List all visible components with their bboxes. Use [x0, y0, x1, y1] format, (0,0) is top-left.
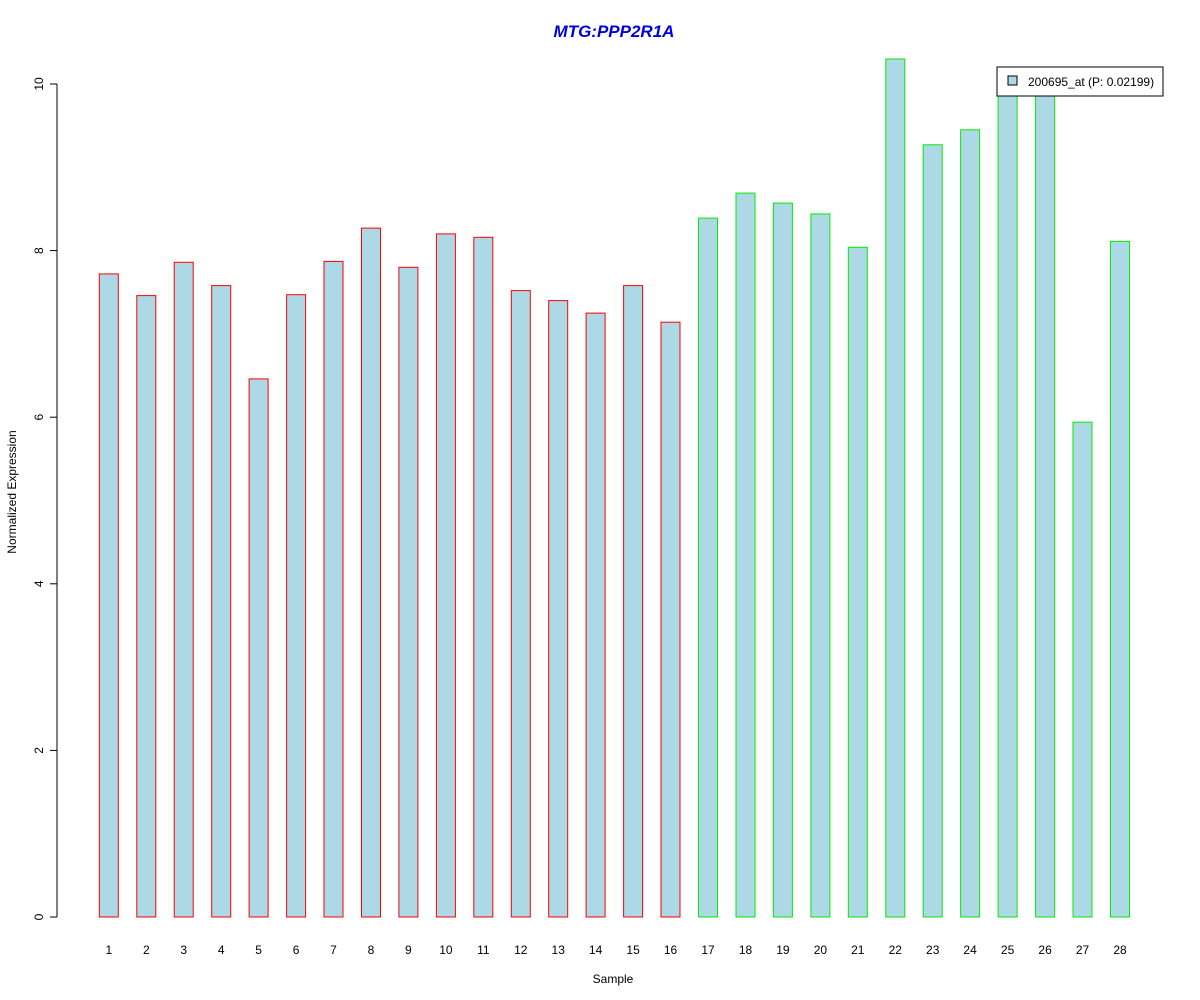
bar-sample-25 [997, 87, 1018, 918]
x-tick-label: 23 [926, 943, 940, 957]
bar-sample-19 [772, 202, 793, 918]
bar-sample-11 [473, 236, 494, 918]
x-tick-label: 12 [514, 943, 528, 957]
y-axis: 0 2 4 6 8 10 [32, 77, 58, 920]
x-tick-label: 3 [180, 943, 187, 957]
x-tick-label: 13 [552, 943, 566, 957]
x-tick-label: 10 [439, 943, 453, 957]
y-tick-label: 6 [32, 414, 46, 421]
bar-sample-27 [1072, 421, 1093, 918]
x-tick-label: 6 [293, 943, 300, 957]
x-tick-label: 9 [405, 943, 412, 957]
x-tick-label: 11 [477, 943, 490, 957]
bar-sample-7 [323, 260, 344, 918]
x-tick-label: 25 [1001, 943, 1015, 957]
x-axis-title: Sample [593, 972, 634, 986]
x-tick-label: 20 [814, 943, 828, 957]
bar-sample-18 [735, 192, 756, 918]
bar-sample-5 [248, 378, 269, 918]
bar-sample-12 [510, 290, 531, 918]
x-tick-label: 22 [889, 943, 903, 957]
x-tick-label: 27 [1076, 943, 1090, 957]
x-tick-label: 1 [105, 943, 112, 957]
legend-label: 200695_at (P: 0.02199) [1028, 75, 1154, 89]
y-tick-label: 0 [32, 913, 46, 920]
bar-sample-15 [623, 285, 644, 918]
y-tick-label: 2 [32, 747, 46, 754]
bar-sample-1 [98, 273, 119, 918]
x-tick-label: 2 [143, 943, 150, 957]
bar-sample-13 [548, 300, 569, 918]
x-tick-label: 5 [255, 943, 262, 957]
bar-sample-9 [398, 266, 419, 918]
y-tick-label: 8 [32, 247, 46, 254]
x-tick-label: 14 [589, 943, 603, 957]
bar-sample-10 [435, 233, 456, 918]
bar-sample-17 [698, 217, 718, 918]
x-tick-label: 7 [330, 943, 337, 957]
x-tick-label: 15 [626, 943, 640, 957]
bar-sample-4 [211, 285, 232, 918]
x-tick-label: 28 [1113, 943, 1127, 957]
x-tick-label: 16 [664, 943, 678, 957]
bar-sample-24 [960, 129, 981, 918]
x-tick-label: 18 [739, 943, 753, 957]
x-tick-label: 26 [1038, 943, 1052, 957]
bar-sample-22 [885, 58, 906, 918]
legend-box [996, 66, 1164, 97]
bar-sample-16 [660, 321, 681, 918]
x-tick-label: 8 [368, 943, 375, 957]
bar-sample-20 [810, 213, 831, 918]
bar-sample-28 [1110, 240, 1130, 918]
x-tick-label: 17 [701, 943, 715, 957]
bar-sample-6 [286, 294, 307, 918]
bar-sample-21 [847, 246, 868, 918]
bar-sample-3 [173, 261, 194, 918]
bar-sample-26 [1035, 91, 1056, 918]
bars-group [98, 58, 1130, 918]
bar-sample-8 [361, 227, 381, 918]
y-axis-title: Normalized Expression [5, 430, 19, 553]
bar-sample-2 [136, 295, 157, 918]
bar-sample-14 [585, 312, 606, 918]
y-tick-label: 10 [32, 77, 46, 91]
legend-swatch [1007, 75, 1018, 86]
y-tick-label: 4 [32, 580, 46, 587]
bar-sample-23 [922, 144, 943, 918]
x-tick-label: 4 [218, 943, 225, 957]
x-tick-label: 21 [851, 943, 865, 957]
x-tick-label: 24 [963, 943, 977, 957]
chart-title: MTG:PPP2R1A [554, 22, 675, 41]
x-axis: 1 2 3 4 5 6 7 8 9 10 11 12 13 14 15 16 17 18 19 20 21 22 23 24 2… [105, 943, 1127, 957]
x-tick-label: 19 [776, 943, 790, 957]
legend: 200695_at (P: 0.02199) [996, 66, 1164, 97]
